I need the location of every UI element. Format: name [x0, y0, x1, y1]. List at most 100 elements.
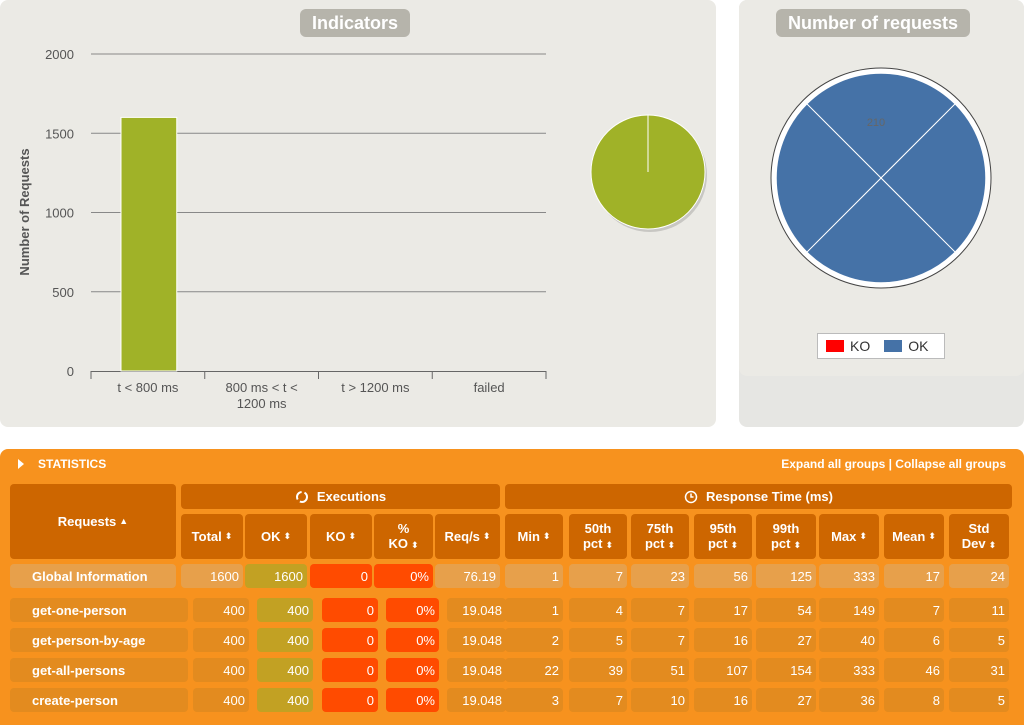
cell-value: 17 [884, 564, 944, 588]
column-header-label: Min [518, 529, 540, 544]
legend-label-ko: KO [850, 338, 871, 354]
requests-column-header[interactable]: Requests ▲ [10, 484, 176, 559]
sort-icon: ⬍ [542, 531, 551, 541]
collapse-all-groups-link[interactable]: Collapse all groups [895, 457, 1006, 471]
column-header-label: Total [192, 529, 222, 544]
cell-value: 0 [322, 688, 378, 712]
column-header--ko[interactable]: % KO ⬍ [374, 514, 433, 559]
y-tick-label: 0 [67, 364, 74, 379]
cell-value: 0% [386, 658, 439, 682]
column-header-50th-pct[interactable]: 50th pct ⬍ [569, 514, 627, 559]
legend-item-ok[interactable]: OK [884, 338, 928, 354]
cell-value: 19.048 [447, 658, 506, 682]
column-header-std-dev[interactable]: Std Dev ⬍ [949, 514, 1009, 559]
column-header-total[interactable]: Total ⬍ [181, 514, 243, 559]
cell-value: 5 [949, 688, 1009, 712]
polar-sector [806, 72, 956, 179]
cell-value: 39 [569, 658, 627, 682]
clock-icon [684, 490, 698, 503]
request-row-name[interactable]: get-person-by-age [10, 628, 188, 652]
legend-swatch-ok [884, 340, 903, 352]
cell-value: 1600 [181, 564, 243, 588]
cell-value: 333 [819, 658, 879, 682]
column-header-min[interactable]: Min ⬍ [505, 514, 563, 559]
column-header-label: 50th pct ⬍ [583, 521, 613, 553]
cell-value: 400 [193, 688, 249, 712]
x-tick-label: t > 1200 ms [341, 380, 410, 395]
cell-value: 0 [322, 628, 378, 652]
column-header-label: Req/s [445, 529, 480, 544]
cell-value: 27 [756, 628, 816, 652]
column-header-text: pct [770, 535, 791, 551]
column-header-max[interactable]: Max ⬍ [819, 514, 879, 559]
expand-all-groups-link[interactable]: Expand all groups [781, 457, 886, 471]
cell-value: 31 [949, 658, 1009, 682]
cell-value: 400 [193, 628, 249, 652]
sort-icon: ⬍ [348, 531, 357, 541]
cell-value: 0% [386, 628, 439, 652]
global-information-row-name[interactable]: Global Information [10, 564, 176, 588]
column-header-75th-pct[interactable]: 75th pct ⬍ [631, 514, 689, 559]
polar-tick-label: 210 [867, 117, 885, 129]
sort-icon: ⬍ [667, 539, 676, 550]
cell-value: 154 [756, 658, 816, 682]
polar-sector [806, 177, 956, 284]
column-header-ok[interactable]: OK ⬍ [245, 514, 307, 559]
cell-value: 0% [386, 688, 439, 712]
sort-icon: ⬍ [283, 531, 292, 541]
request-row-name[interactable]: create-person [10, 688, 188, 712]
bar [120, 116, 178, 372]
legend-item-ko[interactable]: KO [826, 338, 870, 354]
requests-legend: KO OK [817, 333, 945, 359]
cell-value: 16 [694, 688, 752, 712]
cell-value: 76.19 [435, 564, 500, 588]
column-header-99th-pct[interactable]: 99th pct ⬍ [756, 514, 816, 559]
column-header-text: 75th [646, 520, 674, 536]
cell-value: 19.048 [447, 598, 506, 622]
sort-icon: ⬍ [793, 539, 802, 550]
column-header-label: Mean [892, 529, 925, 544]
column-header-ko[interactable]: KO ⬍ [310, 514, 372, 559]
column-header-text: 50th [584, 520, 612, 536]
cell-value: 4 [569, 598, 627, 622]
cell-value: 5 [949, 628, 1009, 652]
cell-value: 10 [631, 688, 689, 712]
response-time-header-label: Response Time (ms) [706, 489, 833, 504]
sort-icon: ⬍ [988, 539, 997, 550]
cell-value: 7 [569, 564, 627, 588]
cell-value: 1600 [245, 564, 307, 588]
x-tick-label: failed [474, 380, 505, 395]
statistics-title: STATISTICS [38, 457, 107, 471]
indicators-title: Indicators [300, 9, 411, 37]
links-separator: | [885, 457, 896, 471]
x-tick-label: 800 ms < t < [225, 380, 297, 395]
column-header-text: pct [644, 535, 665, 551]
sort-icon: ⬍ [928, 531, 936, 541]
cell-value: 3 [505, 688, 563, 712]
expand-triangle-icon [18, 459, 24, 469]
column-header-95th-pct[interactable]: 95th pct ⬍ [694, 514, 752, 559]
column-header-text: Max [831, 529, 857, 544]
request-row-name[interactable]: get-one-person [10, 598, 188, 622]
statistics-panel: STATISTICS Expand all groups | Collapse … [0, 449, 1024, 725]
cell-value: 400 [257, 628, 313, 652]
column-header-req-s[interactable]: Req/s ⬍ [435, 514, 500, 559]
cell-value: 11 [949, 598, 1009, 622]
sort-icon: ⬍ [859, 531, 867, 541]
column-header-label: % KO ⬍ [388, 521, 418, 553]
cell-value: 19.048 [447, 688, 506, 712]
request-row-name[interactable]: get-all-persons [10, 658, 188, 682]
y-tick-label: 1500 [45, 126, 74, 141]
y-tick-label: 2000 [45, 47, 74, 62]
cell-value: 333 [819, 564, 879, 588]
column-header-text: Std [968, 520, 990, 536]
column-header-mean[interactable]: Mean ⬍ [884, 514, 944, 559]
column-header-label: Max [831, 529, 856, 544]
cell-value: 400 [193, 598, 249, 622]
column-header-text: 95th [709, 520, 737, 536]
cell-value: 7 [884, 598, 944, 622]
column-header-label: 95th pct ⬍ [708, 521, 738, 553]
sort-icon: ⬍ [482, 531, 491, 541]
cell-value: 400 [257, 688, 313, 712]
statistics-toggle[interactable]: STATISTICS [18, 457, 106, 471]
